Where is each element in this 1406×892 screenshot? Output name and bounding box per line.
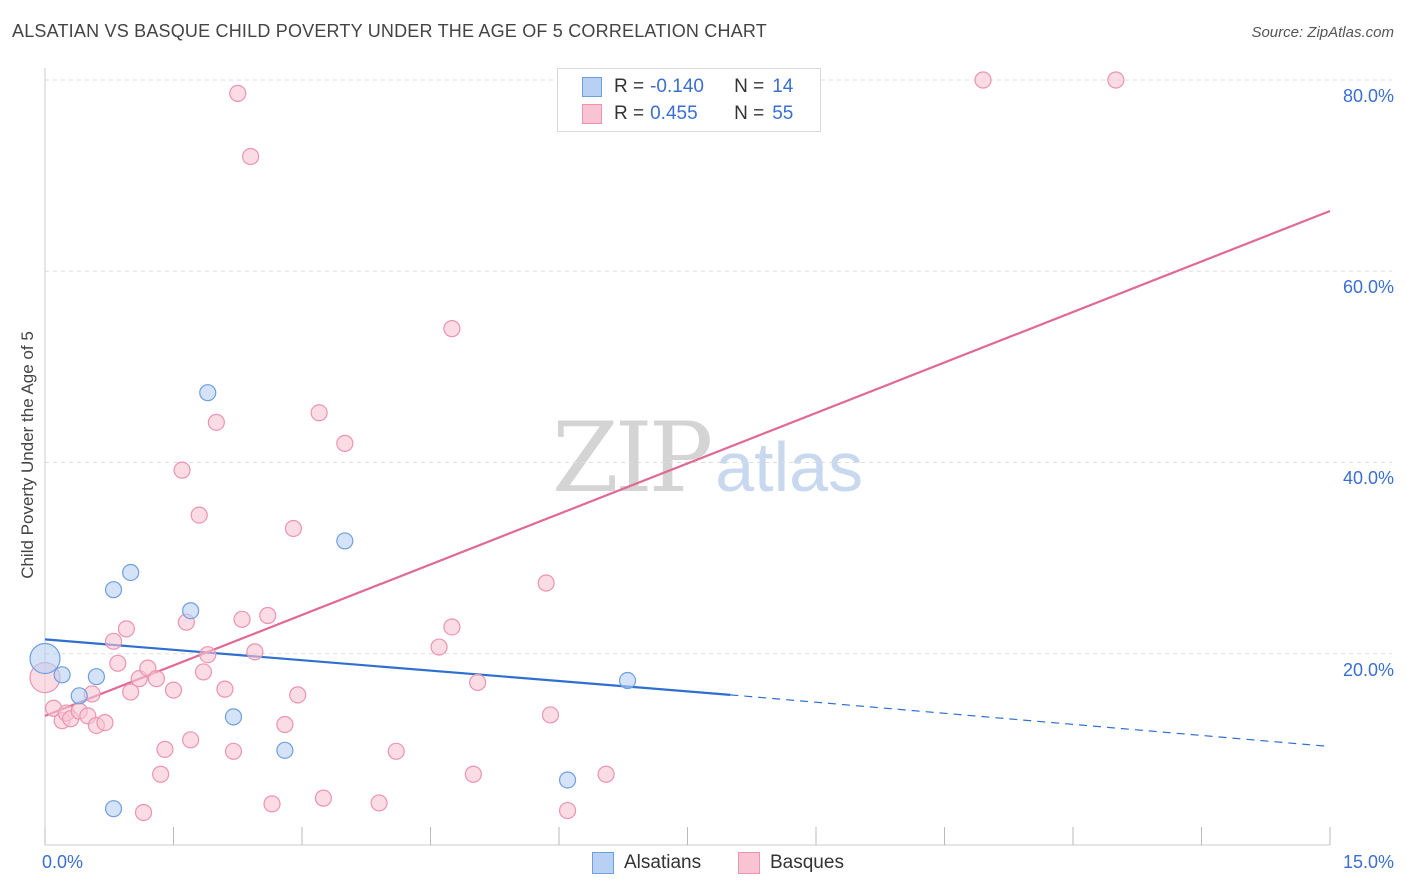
basques-swatch — [582, 104, 602, 124]
basques-point — [117, 620, 135, 638]
basques-point — [1107, 71, 1125, 89]
basques-point — [109, 654, 127, 672]
legend-r-value: -0.140 — [650, 76, 704, 97]
alsatians-point — [87, 668, 106, 686]
basques-point — [229, 84, 247, 102]
basques-point — [537, 574, 555, 592]
legend-row-alsatians: R = -0.140 N = 14 — [582, 75, 793, 99]
basques-point — [597, 765, 615, 783]
alsatians-point — [336, 532, 354, 550]
basques-point — [96, 713, 114, 732]
basques-point — [443, 618, 461, 636]
basques-point — [469, 673, 487, 692]
alsatians-point — [122, 563, 140, 582]
chart-title: ALSATIAN VS BASQUE CHILD POVERTY UNDER T… — [12, 21, 767, 41]
source-credit: Source: ZipAtlas.com — [1251, 24, 1394, 41]
basques-point — [207, 413, 225, 431]
axes — [44, 68, 1331, 846]
basques-point — [194, 663, 213, 681]
basques-point — [104, 632, 123, 650]
basques-point — [164, 681, 183, 699]
alsatians-point — [182, 602, 200, 620]
basques-point — [387, 742, 405, 760]
alsatians-point — [618, 671, 637, 690]
legend-n-label: N = — [734, 103, 765, 124]
legend-row-basques: R = 0.455 N = 55 — [582, 102, 793, 126]
alsatians-point — [104, 800, 123, 818]
basques-point — [310, 404, 328, 422]
basques-point — [541, 706, 560, 724]
basques-point — [173, 461, 191, 479]
basques-point — [233, 610, 251, 628]
basques-point — [370, 794, 388, 812]
legend-r-value: 0.455 — [650, 103, 698, 124]
legend-n-label: N = — [734, 76, 765, 97]
alsatians-point — [104, 581, 123, 599]
alsatians-point — [70, 687, 88, 705]
basques-point — [289, 686, 307, 704]
basques-point — [199, 646, 217, 664]
basques-point — [182, 731, 200, 749]
legend-r-label: R = — [614, 76, 645, 97]
alsatians-trend-extension — [730, 694, 1331, 748]
basques-point — [224, 742, 243, 760]
basques-point — [216, 680, 234, 698]
basques-point — [134, 803, 153, 822]
legend-item-alsatians: Alsatians — [592, 852, 701, 874]
y-tick-label-20: 20.0% — [1342, 660, 1394, 680]
basques-point — [156, 740, 174, 758]
alsatians-point — [276, 741, 294, 759]
basques-point — [259, 606, 277, 625]
legend-r-label: R = — [614, 103, 645, 124]
correlation-legend: R = -0.140 N = 14 R = 0.455 N = 55 — [557, 68, 821, 132]
watermark-atlas: atlas — [715, 428, 864, 506]
grid-lines — [45, 79, 1392, 655]
basques-point — [122, 683, 140, 701]
basques-point — [242, 147, 260, 166]
basques-point — [464, 765, 482, 783]
watermark: ZIPatlas — [552, 402, 863, 514]
alsatians-legend-label: Alsatians — [624, 852, 702, 873]
data-points — [29, 71, 1125, 822]
y-tick-label-80: 80.0% — [1342, 86, 1394, 106]
basques-point — [430, 638, 448, 656]
basques-legend-label: Basques — [770, 852, 844, 873]
basques-point — [314, 789, 333, 807]
basques-point — [336, 434, 354, 452]
legend-n-value: 55 — [772, 103, 794, 124]
x-tick-label-min: 0.0% — [42, 852, 84, 872]
basques-point — [190, 506, 208, 524]
alsatians-point — [224, 708, 243, 726]
basques-point — [246, 643, 264, 661]
basques-point — [147, 670, 165, 688]
legend-item-basques: Basques — [738, 852, 844, 874]
legend-n-value: 14 — [772, 76, 794, 97]
basques-legend-swatch — [738, 852, 760, 874]
alsatians-point — [558, 771, 577, 789]
basques-trend-line — [44, 209, 1331, 717]
basques-point — [276, 715, 294, 734]
y-tick-label-40: 40.0% — [1342, 468, 1394, 488]
alsatians-trend-line — [44, 638, 731, 696]
basques-point — [558, 801, 577, 820]
alsatians-legend-swatch — [592, 852, 614, 874]
watermark-zip: ZIP — [552, 402, 713, 514]
trend-lines — [44, 209, 1331, 748]
basques-point — [974, 71, 992, 89]
alsatians-swatch — [582, 77, 602, 97]
alsatians-point — [53, 666, 71, 684]
y-tick-label-60: 60.0% — [1342, 277, 1394, 297]
alsatians-point — [29, 642, 61, 675]
basques-point — [263, 795, 281, 813]
basques-point — [152, 765, 170, 783]
basques-point — [284, 519, 303, 538]
alsatians-point — [199, 384, 217, 402]
x-tick-label-max: 15.0% — [1342, 852, 1394, 872]
basques-point — [443, 320, 461, 338]
